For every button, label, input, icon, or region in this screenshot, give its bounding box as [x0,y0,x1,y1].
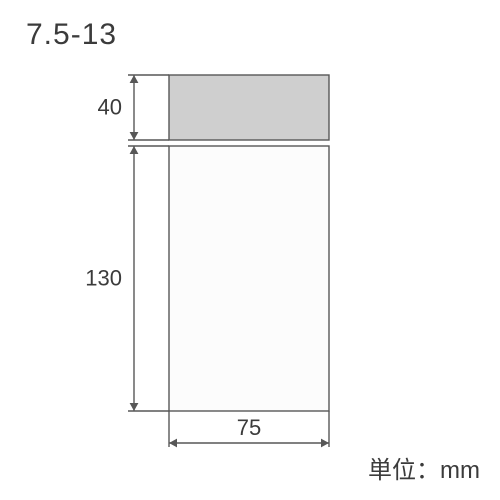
dim-label-flap: 40 [98,95,122,120]
arrowhead [321,439,329,448]
arrowhead [169,439,177,448]
body-rect [169,146,329,411]
dim-label-body: 130 [85,266,122,291]
dim-label-width: 75 [237,415,261,440]
arrowhead [130,403,139,411]
dimension-diagram: 40 130 75 [0,0,500,500]
arrowhead [130,132,139,140]
flap-rect [169,75,329,140]
arrowhead [130,75,139,83]
arrowhead [130,146,139,154]
